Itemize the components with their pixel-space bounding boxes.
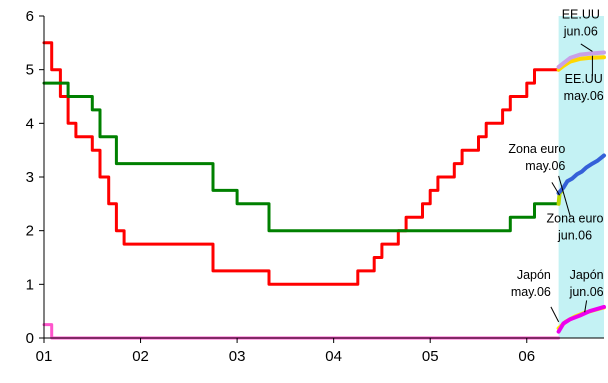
y-tick-label: 2 <box>26 223 34 240</box>
annotation-leader-zona-euro-may06 <box>551 182 561 196</box>
y-tick-label: 5 <box>26 62 34 79</box>
series-line-japan-fwd-jun06 <box>556 304 606 334</box>
annotation-label-ee-uu-may06: may.06 <box>564 89 604 103</box>
series-line-us <box>42 41 561 286</box>
x-tick-label: 06 <box>518 348 535 365</box>
annotation-label-zona-euro-may06: may.06 <box>525 159 565 173</box>
y-tick-label: 6 <box>26 8 34 25</box>
annotation-label-japon-jun06: Japón <box>570 268 604 282</box>
annotation-label-ee-uu-jun06: EE.UU <box>562 8 600 22</box>
y-tick-label: 0 <box>26 330 34 347</box>
annotation-label-zona-euro-may06: Zona euro <box>508 142 565 156</box>
series-line-us-fwd-jun06 <box>556 50 606 69</box>
annotation-leader-japon-may06 <box>550 306 560 323</box>
x-tick-label: 04 <box>325 348 342 365</box>
series-layer <box>42 41 606 340</box>
annotation-label-zona-euro-jun06: Zona euro <box>547 212 604 226</box>
annotations-layer: EE.UU jun.06 EE.UU may.06 Zona euro may.06 Zon… <box>508 8 604 323</box>
y-tick-label: 1 <box>26 276 34 293</box>
y-tick-label: 4 <box>26 115 34 132</box>
forecast-region <box>558 16 604 338</box>
annotation-label-japon-may06: may.06 <box>511 285 551 299</box>
annotation-label-zona-euro-jun06: jun.06 <box>557 229 592 243</box>
x-tick-label: 03 <box>229 348 246 365</box>
annotation-label-ee-uu-jun06: jun.06 <box>563 25 598 39</box>
series-line-euro <box>42 81 561 233</box>
series-line-euro-fwd-jun06 <box>556 153 606 196</box>
annotation-leader-japon-jun06 <box>584 300 588 313</box>
y-tick-label: 3 <box>26 169 34 186</box>
x-tick-label: 05 <box>422 348 439 365</box>
annotation-label-ee-uu-may06: EE.UU <box>565 72 603 86</box>
annotation-label-japon-jun06: jun.06 <box>569 285 604 299</box>
series-line-japan <box>42 323 561 340</box>
x-tick-label: 02 <box>132 348 149 365</box>
annotation-label-japon-may06: Japón <box>517 268 551 282</box>
annotation-leader-zona-euro-jun06 <box>558 175 571 217</box>
annotation-leader-ee-uu-jun06 <box>580 43 593 52</box>
x-tick-label: 01 <box>36 348 53 365</box>
